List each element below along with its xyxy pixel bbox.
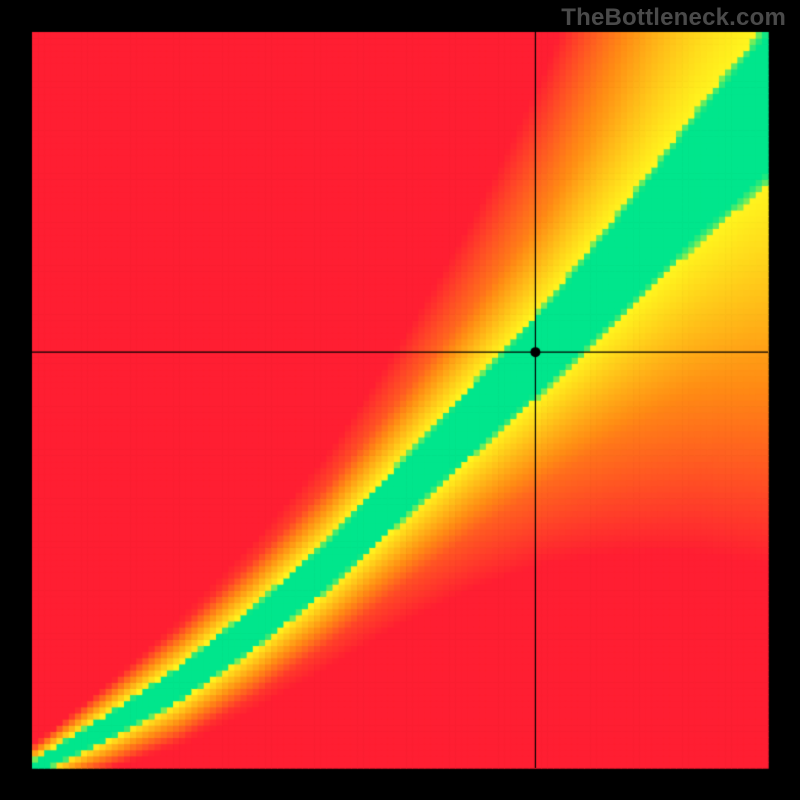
watermark-text: TheBottleneck.com [561,4,786,32]
bottleneck-heatmap [0,0,800,800]
